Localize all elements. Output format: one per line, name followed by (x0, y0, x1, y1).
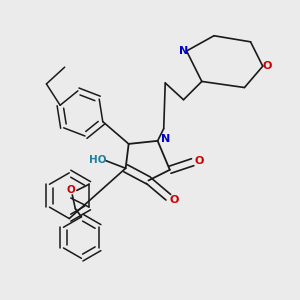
Text: O: O (262, 61, 272, 71)
Text: O: O (66, 185, 75, 195)
Text: N: N (160, 134, 170, 144)
Text: N: N (179, 46, 188, 56)
Text: HO: HO (89, 155, 107, 165)
Text: O: O (170, 195, 179, 205)
Text: O: O (195, 156, 204, 166)
